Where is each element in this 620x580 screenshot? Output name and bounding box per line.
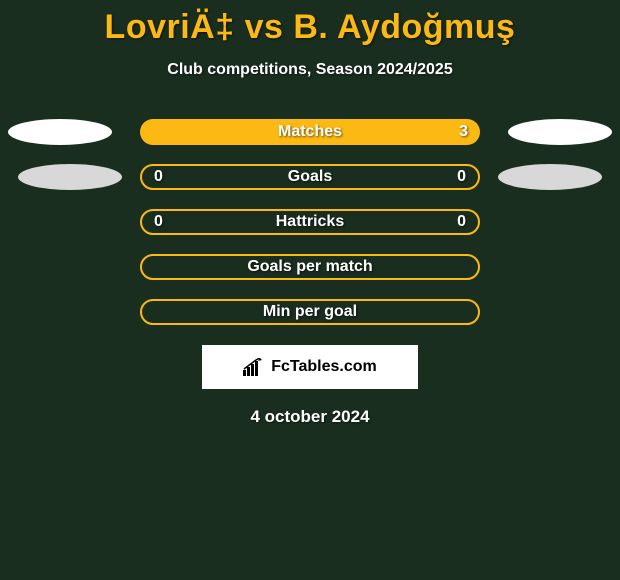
- stat-row: Goals per match: [0, 254, 620, 280]
- stat-rows: Matches 3 0 Goals 0 0 Hattricks 0 Goals …: [0, 119, 620, 325]
- comparison-title: LovriÄ‡ vs B. Aydoğmuş: [0, 0, 620, 47]
- stat-row: Matches 3: [0, 119, 620, 145]
- player-right-marker: [508, 119, 612, 145]
- stat-bar-matches: Matches 3: [140, 119, 480, 145]
- stat-label: Min per goal: [142, 303, 478, 321]
- stat-label: Hattricks: [142, 213, 478, 231]
- brand-badge: FcTables.com: [202, 345, 418, 389]
- stat-row: Min per goal: [0, 299, 620, 325]
- brand-text: FcTables.com: [271, 358, 377, 376]
- stat-bar-min-per-goal: Min per goal: [140, 299, 480, 325]
- comparison-subtitle: Club competitions, Season 2024/2025: [0, 61, 620, 79]
- player-left-marker: [8, 119, 112, 145]
- stat-label: Goals per match: [142, 258, 478, 276]
- stat-row: 0 Goals 0: [0, 164, 620, 190]
- stat-bar-goals: 0 Goals 0: [140, 164, 480, 190]
- stat-label: Goals: [142, 168, 478, 186]
- bar-chart-icon: [243, 358, 265, 376]
- player-right-marker: [498, 164, 602, 190]
- stat-bar-hattricks: 0 Hattricks 0: [140, 209, 480, 235]
- stat-row: 0 Hattricks 0: [0, 209, 620, 235]
- player-left-marker: [18, 164, 122, 190]
- stat-value-right: 0: [457, 168, 466, 186]
- snapshot-date: 4 october 2024: [0, 407, 620, 427]
- stat-value-right: 0: [457, 213, 466, 231]
- stat-bar-goals-per-match: Goals per match: [140, 254, 480, 280]
- stat-label: Matches: [140, 123, 480, 141]
- stat-value-right: 3: [459, 123, 468, 141]
